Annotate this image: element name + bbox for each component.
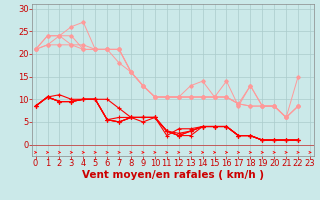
X-axis label: Vent moyen/en rafales ( km/h ): Vent moyen/en rafales ( km/h ) (82, 170, 264, 180)
